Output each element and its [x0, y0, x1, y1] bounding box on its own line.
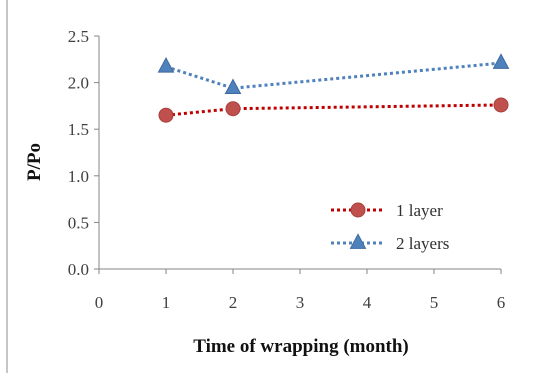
series-layer	[157, 53, 510, 123]
legend-marker	[349, 233, 367, 249]
y-tick-label: 1.5	[68, 120, 89, 139]
data-point	[493, 97, 509, 113]
legend-label: 1 layer	[396, 201, 443, 220]
y-tick-label: 2.5	[68, 27, 89, 46]
y-tick-label: 0.5	[68, 213, 89, 232]
y-tick-label: 1.0	[68, 167, 89, 186]
legend-entry: 2 layers	[331, 233, 449, 253]
data-point	[225, 101, 241, 117]
data-point	[492, 53, 510, 69]
x-tick-label: 0	[95, 293, 104, 312]
x-axis: 0 1 2 3 4 5 6	[95, 268, 506, 312]
x-tick-label: 6	[497, 293, 506, 312]
x-tick-label: 3	[296, 293, 305, 312]
x-tick-label: 1	[162, 293, 171, 312]
x-tick-label: 2	[229, 293, 238, 312]
x-axis-title: Time of wrapping (month)	[193, 336, 409, 357]
y-tick-label: 0.0	[68, 260, 89, 279]
y-axis-title: P/Po	[24, 143, 45, 181]
legend-entry: 1 layer	[331, 201, 443, 220]
data-point	[157, 57, 175, 73]
series-2	[157, 53, 510, 95]
x-tick-label: 5	[430, 293, 439, 312]
legend: 1 layer 2 layers	[331, 201, 449, 253]
y-axis: 0.0 0.5 1.0 1.5 2.0 2.5	[68, 27, 100, 279]
data-point	[158, 107, 174, 123]
data-point	[224, 78, 242, 95]
legend-marker	[350, 202, 366, 218]
legend-label: 2 layers	[396, 234, 449, 253]
x-tick-label: 4	[363, 293, 372, 312]
series-1	[158, 97, 509, 123]
y-tick-label: 2.0	[68, 74, 89, 93]
